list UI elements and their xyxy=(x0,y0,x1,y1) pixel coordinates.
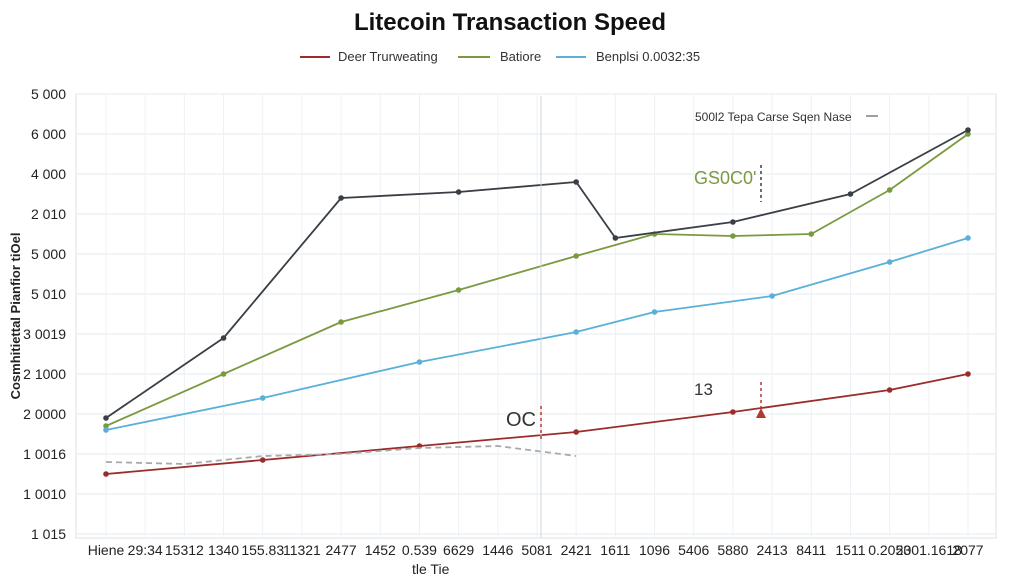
x-tick-label: 11321 xyxy=(283,542,321,558)
data-point-3 xyxy=(103,415,109,421)
annotation-oc: OC xyxy=(506,409,536,431)
data-point-1 xyxy=(338,319,344,325)
data-point-3 xyxy=(965,127,971,133)
data-point-1 xyxy=(886,187,893,193)
legend-label-0: Deer Trurweating xyxy=(338,49,438,64)
y-tick-labels: 5 000 6 000 4 000 2 010 5 000 5 010 3 0019 2 10… xyxy=(23,86,66,542)
legend: Deer Trurweating Batiore Benplsi 0.0032:… xyxy=(300,49,700,64)
y-tick-label: 5 010 xyxy=(31,286,66,302)
data-point-3 xyxy=(220,335,227,341)
data-point-3 xyxy=(338,195,344,201)
x-tick-label: 0.2053 xyxy=(868,542,911,558)
x-tick-label: 2421 xyxy=(561,542,592,558)
data-point-3 xyxy=(847,191,854,197)
data-point-0 xyxy=(103,471,109,477)
annotation-top: 500l2 Tepa Carse Sqen Nase xyxy=(695,110,852,124)
x-tick-label: 5081 xyxy=(521,542,552,558)
x-tick-label: 2001.1618 xyxy=(896,542,962,558)
data-point-2 xyxy=(259,395,266,401)
data-point-1 xyxy=(220,371,227,377)
y-tick-label: 5 000 xyxy=(31,86,66,102)
data-point-0 xyxy=(259,457,266,463)
series-group xyxy=(103,127,971,477)
data-point-1 xyxy=(965,131,971,137)
data-point-1 xyxy=(730,233,736,239)
y-tick-label: 5 000 xyxy=(31,246,66,262)
data-point-1 xyxy=(455,287,462,293)
series-line-4 xyxy=(105,445,577,465)
y-tick-label: 2 0000 xyxy=(23,406,66,422)
data-point-0 xyxy=(965,371,971,377)
series-line-2 xyxy=(105,237,969,431)
data-point-2 xyxy=(651,309,658,315)
data-point-2 xyxy=(886,259,893,265)
data-point-2 xyxy=(769,293,775,299)
data-point-3 xyxy=(573,179,579,185)
y-tick-label: 6 000 xyxy=(31,126,66,142)
grid xyxy=(76,93,996,538)
x-tick-label: Hiene xyxy=(88,542,125,558)
x-tick-label: 8411 xyxy=(796,542,826,558)
x-tick-label: 1511 xyxy=(835,542,865,558)
data-point-3 xyxy=(455,189,462,195)
x-tick-label: 15312 xyxy=(165,542,204,558)
legend-label-1: Batiore xyxy=(500,49,541,64)
legend-label-2: Benplsi 0.0032:35 xyxy=(596,49,700,64)
x-tick-label: 2477 xyxy=(326,542,357,558)
annotation-13: 13 xyxy=(694,380,713,399)
x-tick-label: 1340 xyxy=(208,542,239,558)
x-tick-label: 1096 xyxy=(639,542,670,558)
chart-title: Litecoin Transaction Speed xyxy=(354,9,666,36)
x-axis-label: tle Tie xyxy=(412,561,450,576)
x-tick-label: 29:34 xyxy=(128,542,163,558)
data-point-3 xyxy=(730,219,736,225)
x-tick-label: 1446 xyxy=(482,542,513,558)
data-point-2 xyxy=(416,359,423,365)
y-axis-label: Cosmhitiettal Pianfior tiOel xyxy=(8,233,23,400)
x-tick-label: 1452 xyxy=(365,542,396,558)
y-tick-label: 1 015 xyxy=(31,526,66,542)
x-tick-label: 6629 xyxy=(443,542,474,558)
x-tick-label: 1611 xyxy=(600,542,630,558)
data-point-1 xyxy=(103,423,109,429)
y-tick-label: 4 000 xyxy=(31,166,66,182)
x-tick-label: 2413 xyxy=(757,542,788,558)
data-point-3 xyxy=(612,235,619,241)
annotation-gs: GS0C0' xyxy=(694,168,756,188)
x-tick-label: 5880 xyxy=(717,542,748,558)
y-tick-label: 2 010 xyxy=(31,206,66,222)
data-point-0 xyxy=(886,387,893,393)
x-tick-label: 0.539 xyxy=(402,542,437,558)
marker-13-triangle xyxy=(756,408,766,418)
data-point-1 xyxy=(573,253,579,259)
series-line-1 xyxy=(105,133,969,427)
data-point-2 xyxy=(573,329,579,335)
x-tick-label: 155.83 xyxy=(241,542,284,558)
data-point-0 xyxy=(573,429,579,435)
x-tick-label: 5406 xyxy=(678,542,709,558)
y-tick-label: 3 0019 xyxy=(23,326,66,342)
data-point-2 xyxy=(965,235,971,241)
x-tick-label: 2077 xyxy=(952,542,983,558)
y-tick-label: 1 0016 xyxy=(23,446,66,462)
y-tick-label: 2 1000 xyxy=(23,366,66,382)
y-tick-label: 1 0010 xyxy=(23,486,66,502)
data-point-2 xyxy=(103,427,109,433)
data-point-0 xyxy=(730,409,736,415)
data-point-1 xyxy=(808,231,815,237)
